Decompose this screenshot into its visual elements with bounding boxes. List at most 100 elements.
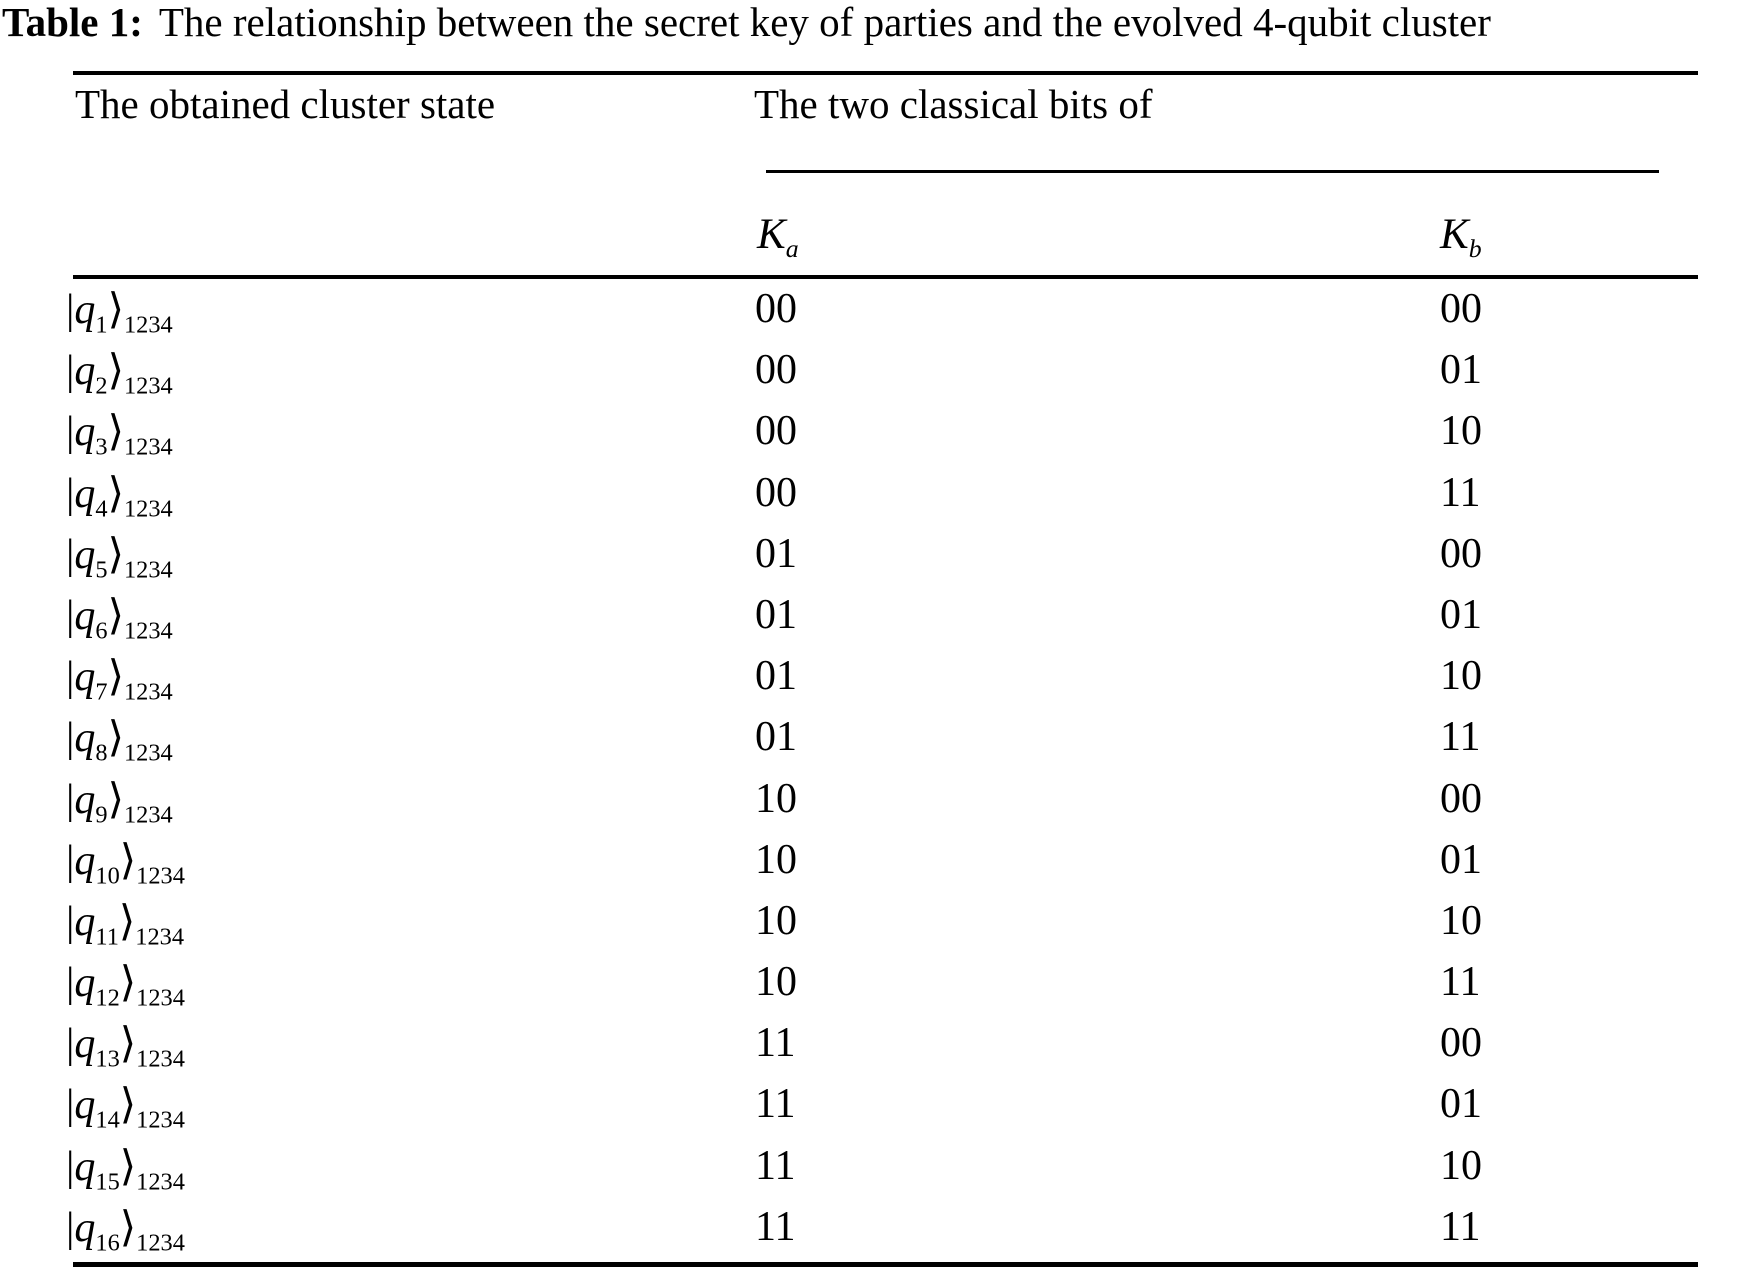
ket-bar: |	[66, 1082, 75, 1129]
ket-symbol: q	[74, 776, 96, 823]
ket-bar: |	[66, 348, 75, 395]
ka-value-cell: 10	[755, 959, 797, 1006]
ket-qubits-subscript: 1234	[124, 372, 173, 400]
ka-value-cell: 11	[755, 1020, 796, 1067]
cluster-state-cell: |q2⟩1234	[66, 349, 173, 399]
ket-rangle: ⟩	[118, 895, 136, 945]
ka-value-cell: 01	[755, 530, 797, 577]
kb-value-cell: 10	[1440, 408, 1482, 455]
ket-symbol: q	[74, 1082, 96, 1129]
ket-qubits-subscript: 1234	[136, 862, 185, 890]
cluster-state-cell: |q6⟩1234	[66, 592, 173, 645]
ket-qubits-subscript: 1234	[136, 1045, 185, 1073]
ka-value-cell: 00	[755, 347, 797, 394]
cluster-state-cell: |q12⟩1234	[66, 961, 185, 1011]
caption-text: The relationship between the secret key …	[158, 0, 1491, 45]
ket-rangle: ⟩	[119, 1018, 137, 1068]
ket-bar: |	[66, 531, 75, 578]
kb-value-cell: 10	[1440, 1142, 1482, 1189]
table-row: |q14⟩1234 11 01	[0, 1083, 1746, 1144]
ket-bar: |	[66, 287, 75, 333]
ket-index: 9	[95, 801, 108, 829]
ket-qubits-subscript: 1234	[136, 1168, 185, 1196]
column-header-kb: Kb	[1440, 213, 1482, 262]
ket-qubits-subscript: 1234	[124, 678, 173, 706]
ket-symbol: q	[74, 654, 96, 701]
ket-rangle: ⟩	[119, 1079, 137, 1129]
ket-qubits-subscript: 1234	[124, 434, 173, 462]
ket-symbol: q	[74, 1204, 96, 1251]
ket-symbol: q	[74, 287, 96, 333]
ket-index: 4	[95, 495, 108, 523]
ket-index: 11	[95, 923, 119, 951]
ket-index: 6	[95, 617, 108, 645]
table-row: |q5⟩1234 01 00	[0, 530, 1746, 594]
ket-qubits-subscript: 1234	[124, 801, 173, 829]
ket-symbol: q	[74, 531, 96, 578]
ka-value-cell: 00	[755, 286, 797, 332]
ka-value-cell: 01	[755, 653, 797, 700]
header-body-rule	[73, 275, 1698, 279]
ket-rangle: ⟩	[107, 712, 124, 762]
cluster-state-cell: |q9⟩1234	[66, 776, 173, 829]
ket-rangle: ⟩	[119, 834, 137, 884]
ket-symbol: q	[74, 960, 96, 1007]
table-row: |q15⟩1234 11 10	[0, 1142, 1746, 1206]
ket-rangle: ⟩	[107, 406, 124, 456]
cluster-state-cell: |q10⟩1234	[66, 837, 185, 890]
ket-symbol: q	[74, 409, 96, 456]
kb-value-cell: 11	[1440, 714, 1481, 761]
table-row: |q13⟩1234 11 00	[0, 1022, 1746, 1083]
ket-symbol: q	[74, 715, 96, 762]
ka-value-cell: 11	[755, 1203, 796, 1250]
column-header-state: The obtained cluster state	[75, 81, 496, 127]
ket-rangle: ⟩	[107, 528, 124, 578]
ket-index: 16	[95, 1229, 120, 1257]
ket-symbol: q	[74, 837, 96, 884]
table-row: |q12⟩1234 10 11	[0, 961, 1746, 1022]
kb-value-cell: 01	[1440, 1081, 1482, 1128]
ket-rangle: ⟩	[107, 345, 124, 395]
table-row: |q8⟩1234 01 11	[0, 716, 1746, 777]
ket-rangle: ⟩	[119, 1201, 137, 1251]
ket-index: 2	[95, 372, 108, 400]
ka-subscript: a	[785, 233, 799, 263]
kb-value-cell: 10	[1440, 653, 1482, 700]
ket-qubits-subscript: 1234	[136, 1107, 185, 1135]
ka-value-cell: 01	[755, 714, 797, 761]
column-header-ka: Ka	[757, 213, 799, 262]
ket-index: 7	[95, 678, 108, 706]
table-row: |q16⟩1234 11 11	[0, 1203, 1746, 1267]
caption-label: Table 1:	[2, 0, 143, 45]
ket-index: 1	[95, 311, 108, 339]
table-row: |q6⟩1234 01 01	[0, 592, 1746, 655]
kb-value-cell: 00	[1440, 775, 1482, 822]
ket-bar: |	[66, 592, 75, 639]
cluster-state-cell: |q5⟩1234	[66, 531, 173, 583]
ka-value-cell: 10	[755, 836, 797, 883]
kb-value-cell: 00	[1440, 286, 1482, 332]
ka-value-cell: 11	[755, 1142, 796, 1189]
table-caption: Table 1: The relationship between the sec…	[2, 2, 1491, 43]
ket-symbol: q	[74, 470, 96, 517]
ket-symbol: q	[74, 1143, 96, 1190]
table-row: |q7⟩1234 01 10	[0, 655, 1746, 716]
kb-value-cell: 01	[1440, 347, 1482, 394]
ket-index: 10	[95, 862, 120, 890]
ket-bar: |	[66, 776, 75, 823]
ket-rangle: ⟩	[107, 773, 124, 823]
kb-value-cell: 11	[1440, 1203, 1481, 1250]
ket-qubits-subscript: 1234	[136, 984, 185, 1012]
ket-index: 15	[95, 1168, 120, 1196]
table-body: |q1⟩1234 00 00 |q2⟩1234 00 01 |q3⟩1234 0…	[0, 288, 1746, 1267]
ket-rangle: ⟩	[107, 651, 124, 701]
ket-bar: |	[66, 837, 75, 884]
cluster-state-cell: |q14⟩1234	[66, 1083, 185, 1133]
table-row: |q2⟩1234 00 01	[0, 349, 1746, 410]
cluster-state-cell: |q13⟩1234	[66, 1022, 185, 1072]
table-row: |q11⟩1234 10 10	[0, 899, 1746, 961]
kb-subscript: b	[1468, 233, 1482, 263]
ket-rangle: ⟩	[119, 1140, 137, 1190]
ket-rangle: ⟩	[107, 467, 124, 517]
